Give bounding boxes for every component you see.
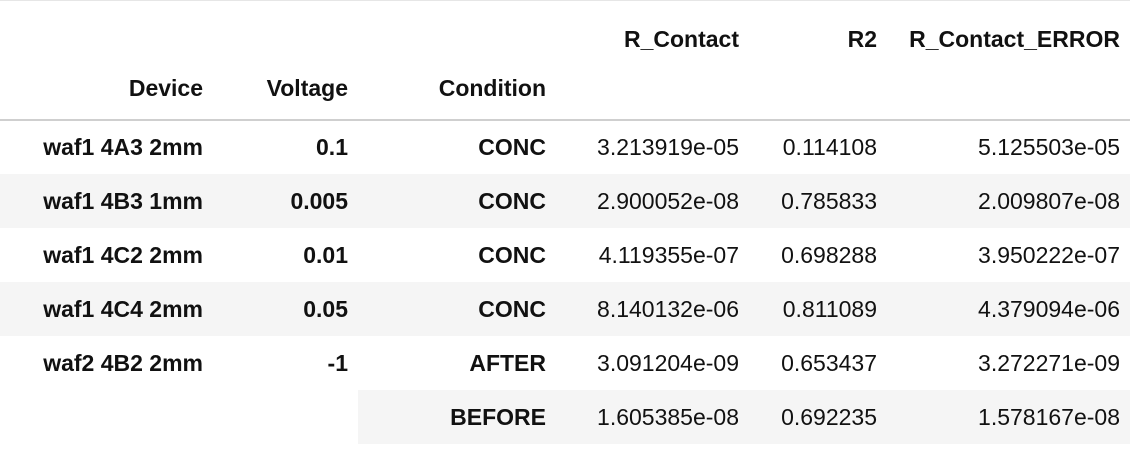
r-contact-error-cell: 2.009807e-08 [887, 174, 1130, 228]
blank-header-cell [0, 0, 213, 66]
blank-header-cell [556, 66, 749, 120]
r-contact-error-cell: 5.125503e-05 [887, 120, 1130, 174]
index-name-condition: Condition [438, 75, 546, 101]
r-contact-cell: 3.091204e-09 [556, 336, 749, 390]
device-cell: waf1 4C2 2mm [0, 228, 213, 282]
table-body: waf1 4A3 2mm 0.1 CONC 3.213919e-05 0.114… [0, 120, 1130, 444]
column-header-row: R_Contact R2 R_Contact_ERROR [0, 0, 1130, 66]
condition-cell: CONC [358, 282, 556, 336]
r2-cell: 0.785833 [749, 174, 887, 228]
condition-cell: CONC [358, 120, 556, 174]
r-contact-error-cell: 3.272271e-09 [887, 336, 1130, 390]
r-contact-cell: 2.900052e-08 [556, 174, 749, 228]
blank-header-cell [887, 66, 1130, 120]
index-name-voltage: Voltage [266, 75, 348, 101]
column-header-r2: R2 [847, 25, 877, 52]
r2-cell: 0.114108 [749, 120, 887, 174]
voltage-cell: 0.05 [213, 282, 358, 336]
dataframe-table: R_Contact R2 R_Contact_ERROR Device Volt… [0, 0, 1130, 444]
table-row: waf1 4C2 2mm 0.01 CONC 4.119355e-07 0.69… [0, 228, 1130, 282]
r2-cell: 0.811089 [749, 282, 887, 336]
table-row: BEFORE 1.605385e-08 0.692235 1.578167e-0… [0, 390, 1130, 444]
voltage-cell: -1 [213, 336, 358, 390]
index-name-device: Device [128, 75, 203, 101]
device-cell: waf2 4B2 2mm [0, 336, 213, 390]
index-name-row: Device Voltage Condition [0, 66, 1130, 120]
blank-header-cell [358, 0, 556, 66]
r2-cell: 0.653437 [749, 336, 887, 390]
r-contact-error-cell: 4.379094e-06 [887, 282, 1130, 336]
top-rule [0, 0, 1130, 1]
table-header: R_Contact R2 R_Contact_ERROR Device Volt… [0, 0, 1130, 120]
device-cell: waf1 4B3 1mm [0, 174, 213, 228]
r-contact-cell: 4.119355e-07 [556, 228, 749, 282]
r2-cell: 0.698288 [749, 228, 887, 282]
r-contact-error-cell: 1.578167e-08 [887, 390, 1130, 444]
blank-header-cell [213, 0, 358, 66]
voltage-cell [213, 390, 358, 444]
column-header-r-contact: R_Contact [623, 25, 739, 52]
table-row: waf2 4B2 2mm -1 AFTER 3.091204e-09 0.653… [0, 336, 1130, 390]
condition-cell: CONC [358, 228, 556, 282]
device-cell [0, 390, 213, 444]
table-row: waf1 4B3 1mm 0.005 CONC 2.900052e-08 0.7… [0, 174, 1130, 228]
r2-cell: 0.692235 [749, 390, 887, 444]
r-contact-cell: 1.605385e-08 [556, 390, 749, 444]
table-row: waf1 4A3 2mm 0.1 CONC 3.213919e-05 0.114… [0, 120, 1130, 174]
column-header-r-contact-error: R_Contact_ERROR [909, 25, 1120, 52]
r-contact-cell: 3.213919e-05 [556, 120, 749, 174]
condition-cell: BEFORE [358, 390, 556, 444]
voltage-cell: 0.01 [213, 228, 358, 282]
blank-header-cell [749, 66, 887, 120]
condition-cell: CONC [358, 174, 556, 228]
table-row: waf1 4C4 2mm 0.05 CONC 8.140132e-06 0.81… [0, 282, 1130, 336]
r-contact-error-cell: 3.950222e-07 [887, 228, 1130, 282]
device-cell: waf1 4C4 2mm [0, 282, 213, 336]
condition-cell: AFTER [358, 336, 556, 390]
voltage-cell: 0.1 [213, 120, 358, 174]
device-cell: waf1 4A3 2mm [0, 120, 213, 174]
voltage-cell: 0.005 [213, 174, 358, 228]
r-contact-cell: 8.140132e-06 [556, 282, 749, 336]
